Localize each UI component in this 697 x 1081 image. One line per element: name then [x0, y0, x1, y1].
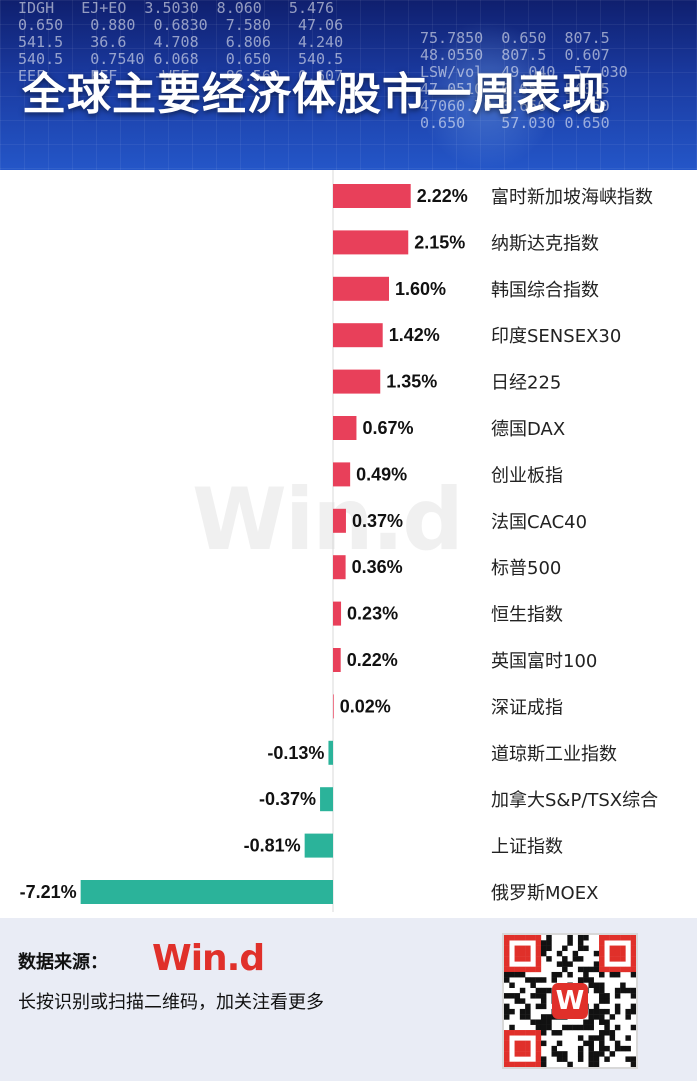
bar [333, 323, 383, 348]
category-label: 富时新加坡海峡指数 [491, 187, 653, 208]
data-label: 1.42% [389, 325, 440, 345]
data-label: 0.37% [352, 511, 403, 531]
data-label: 0.36% [352, 557, 403, 577]
bar [333, 230, 409, 255]
category-label: 上证指数 [491, 837, 563, 858]
bar [333, 369, 381, 394]
source-label: 数据来源： [18, 952, 108, 973]
data-label: -7.21% [20, 882, 77, 902]
bar [333, 462, 351, 487]
bar [333, 694, 334, 719]
category-label: 纳斯达克指数 [491, 233, 599, 254]
header-banner: IDGH EJ+EO 3.5030 8.060 5.476 0.650 0.88… [0, 0, 697, 170]
category-label: 加拿大S&P/TSX综合 [491, 789, 658, 811]
data-label: -0.13% [267, 743, 324, 763]
footer: 数据来源： Win.d 长按识别或扫描二维码，加关注看更多 W [0, 918, 697, 1081]
bar [320, 787, 333, 812]
header-ticker-decoration-right: 75.7850 0.650 807.5 48.0550 807.5 0.607 … [420, 29, 628, 132]
category-label: 法国CAC40 [491, 512, 587, 533]
page-title: 全球主要经济体股市一周表现 [22, 69, 607, 120]
category-label: 深证成指 [491, 697, 563, 718]
category-label: 标普500 [491, 558, 561, 579]
bar [333, 184, 411, 208]
category-label: 恒生指数 [491, 605, 563, 626]
data-label: 1.60% [395, 279, 446, 299]
bar [333, 601, 342, 626]
qr-code[interactable]: W [502, 933, 638, 1069]
bar [333, 416, 357, 440]
header-ticker-decoration: IDGH EJ+EO 3.5030 8.060 5.476 0.650 0.88… [18, 0, 344, 85]
category-label: 日经225 [491, 373, 561, 394]
data-label: 0.22% [347, 650, 398, 670]
header-glow-decoration [417, 20, 557, 170]
data-label: 0.23% [347, 604, 398, 624]
brand-logo: Win.d [152, 938, 265, 979]
bar [333, 648, 341, 672]
bar [304, 833, 333, 858]
data-label: 0.49% [356, 464, 407, 484]
category-label: 俄罗斯MOEX [491, 883, 598, 904]
data-label: 2.15% [414, 232, 465, 252]
bar [333, 276, 389, 301]
data-label: 0.67% [362, 418, 413, 438]
bar [333, 508, 346, 533]
category-label: 韩国综合指数 [491, 280, 599, 301]
data-label: 0.02% [340, 696, 391, 716]
category-label: 创业板指 [491, 465, 563, 486]
category-label: 印度SENSEX30 [491, 326, 621, 347]
category-label: 德国DAX [491, 419, 565, 440]
watermark: Win.d [192, 470, 464, 570]
data-label: -0.81% [244, 836, 301, 856]
bar-chart: Win.d 2.22% 富时新加坡海峡指数 2.15% 纳斯达克指数 1.60% 韩国综合… [0, 170, 697, 918]
bar [333, 555, 346, 580]
data-label: -0.37% [259, 789, 316, 809]
category-label: 英国富时100 [491, 651, 597, 672]
bar [328, 740, 333, 765]
qr-logo-icon: W [552, 983, 588, 1019]
data-label: 2.22% [417, 186, 468, 206]
data-label: 1.35% [386, 372, 437, 392]
follow-cta-text: 长按识别或扫描二维码，加关注看更多 [18, 992, 324, 1013]
chart-svg: 2.22% 富时新加坡海峡指数 2.15% 纳斯达克指数 1.60% 韩国综合指数 1.42… [20, 170, 658, 912]
category-label: 道琼斯工业指数 [491, 744, 617, 765]
header-grid-decoration [0, 0, 697, 170]
bar [80, 880, 334, 904]
